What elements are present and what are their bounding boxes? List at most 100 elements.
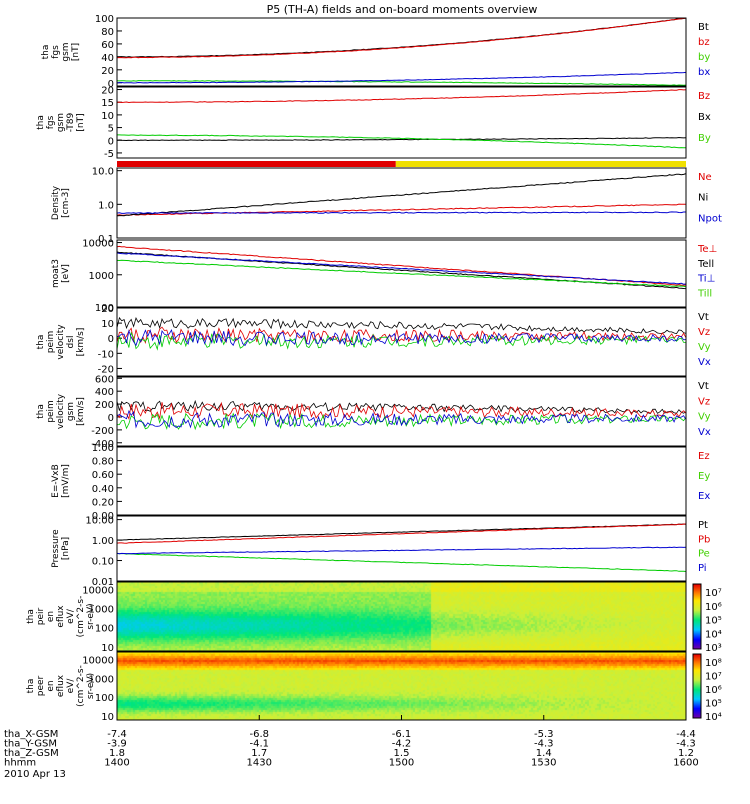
y-axis-label-line: [km/s] <box>76 397 86 426</box>
y-axis-label-line: [nT] <box>76 113 86 131</box>
legend-entry: By <box>698 133 711 144</box>
panel-3 <box>117 161 686 167</box>
coord-value: -4.3 <box>534 739 554 750</box>
panel-frame <box>116 376 687 447</box>
status-segment-1 <box>117 161 396 167</box>
y-axis-label-line: velocity <box>56 324 66 360</box>
panel-5: moat3 [eV] 10000 1000 100 Te⊥ Tell Ti⊥ Till <box>51 239 717 314</box>
legend-entry: Bx <box>698 112 711 123</box>
y-axis-label-line: gsm <box>56 113 66 132</box>
panel-11: tha peer en eflux eV/(cm^2-s-sr-eV) 10000 1000… <box>26 651 722 723</box>
y-axis-label-line: tha <box>41 45 51 60</box>
y-tick-label: 100 <box>95 624 114 635</box>
series-line-Vz <box>116 401 687 420</box>
y-axis-label-line: Pressure <box>51 529 61 568</box>
series-line-Pt <box>116 523 687 541</box>
y-tick-label: 0 <box>108 334 114 345</box>
legend-entry: Te⊥ <box>697 244 717 255</box>
y-tick-label: 10 <box>101 111 114 122</box>
colorbar-tick-label: 10³ <box>705 643 722 654</box>
coord-value: -6.1 <box>392 729 412 740</box>
y-axis-label-line: tha <box>26 609 36 624</box>
legend-entry: Bz <box>698 91 710 102</box>
colorbar-tick-label: 10⁸ <box>705 658 722 669</box>
series-line-Npot <box>116 211 686 215</box>
y-axis-label-line: tha <box>36 115 46 130</box>
y-tick-label: 1.00 <box>92 536 114 547</box>
coord-value: 1.7 <box>251 748 267 759</box>
legend-entry: Vy <box>698 342 711 353</box>
y-tick-label: -200 <box>91 426 114 437</box>
y-tick-label: 15 <box>101 98 114 109</box>
y-tick-label: 1000 <box>89 605 114 616</box>
y-tick-label: 100 <box>95 14 114 25</box>
legend-entry: Pi <box>698 563 707 574</box>
panel-frame <box>116 167 687 239</box>
y-tick-label: 400 <box>95 387 114 398</box>
legend-entry: Bt <box>698 22 709 33</box>
series-line-bx <box>116 71 687 84</box>
legend-entry: Npot <box>698 213 722 224</box>
y-tick-label: 0.60 <box>92 470 114 481</box>
coord-value: -4.3 <box>676 739 696 750</box>
y-axis-label-line: gsm <box>66 402 76 421</box>
y-tick-label: -10 <box>98 349 114 360</box>
legend-entry: Ey <box>698 471 710 482</box>
coord-value: -4.1 <box>249 739 269 750</box>
series-line-bz <box>116 17 687 59</box>
coord-value: 1.2 <box>678 748 694 759</box>
series-line-Ni <box>116 173 687 217</box>
colorbar-frame <box>692 653 702 719</box>
series-line-Bt <box>116 17 687 58</box>
series-line-Ti⊥ <box>116 252 687 285</box>
legend-entry: Tell <box>697 259 714 270</box>
y-tick-label: 10 <box>101 319 114 330</box>
coord-value: 1400 <box>104 758 129 769</box>
series-line-Vt <box>116 316 687 335</box>
colorbar-tick-label: 10⁷ <box>705 588 722 599</box>
colorbar-tick-label: 10⁴ <box>705 629 722 640</box>
coord-value: -7.4 <box>107 729 127 740</box>
coord-row-label: tha_Y-GSM <box>4 739 57 750</box>
y-tick-label: 10 <box>101 712 114 723</box>
y-tick-label: 1.0 <box>98 200 114 211</box>
y-axis-label-line: eV/ <box>66 678 76 694</box>
y-axis-label-line: Density <box>51 185 61 220</box>
series-line-Pi <box>116 546 687 555</box>
y-tick-label: 0 <box>108 136 114 147</box>
y-axis-label-line: fgs <box>51 45 61 59</box>
y-axis-label-line: eV/ <box>66 608 76 624</box>
y-tick-label: 0.10 <box>92 557 114 568</box>
y-axis-label-line: -T89 <box>66 113 76 133</box>
y-tick-label: 60 <box>101 40 114 51</box>
y-tick-label: 10.0 <box>92 167 114 178</box>
y-tick-label: 100 <box>95 693 114 704</box>
y-tick-label: 10000 <box>82 586 114 597</box>
y-axis-label-line: moat3 <box>51 259 61 288</box>
coord-value: -5.3 <box>534 729 554 740</box>
y-axis-label-line: peer <box>36 675 46 696</box>
panel-frame <box>116 307 687 377</box>
y-tick-label: 5 <box>108 124 114 135</box>
legend-entry: Ez <box>698 451 710 462</box>
y-axis-label-line: eflux <box>56 674 66 697</box>
y-tick-label: 20 <box>101 86 114 97</box>
y-axis-label-line: [mV/m] <box>61 464 71 498</box>
panel-frame <box>116 581 687 652</box>
y-tick-label: -20 <box>98 364 114 375</box>
date-label: 2010 Apr 13 <box>4 769 66 780</box>
coord-value: -3.9 <box>107 739 127 750</box>
colorbar <box>693 654 701 718</box>
y-tick-label: 0.00 <box>92 511 114 522</box>
y-tick-label: 200 <box>95 400 114 411</box>
panel-4: Density [cm-3] 10.0 1.0 0.1 Ne Ni Npot <box>51 167 722 245</box>
legend-entry: Pb <box>698 534 710 545</box>
panel-7: tha peim velocity gsm [km/s] 600 400 200 0 -200 -4… <box>36 374 711 449</box>
y-axis-label-line: [nPa] <box>61 537 71 560</box>
series-line-Bx <box>116 136 687 142</box>
panel-8: E=-VxB [mV/m] 1.00 0.80 0.60 0.40 0.20 0.00 Ez Ey… <box>51 443 710 522</box>
colorbar-tick-label: 10⁶ <box>705 602 722 613</box>
legend-entry: Ni <box>698 193 708 204</box>
y-axis-label-line: [eV] <box>61 264 71 283</box>
